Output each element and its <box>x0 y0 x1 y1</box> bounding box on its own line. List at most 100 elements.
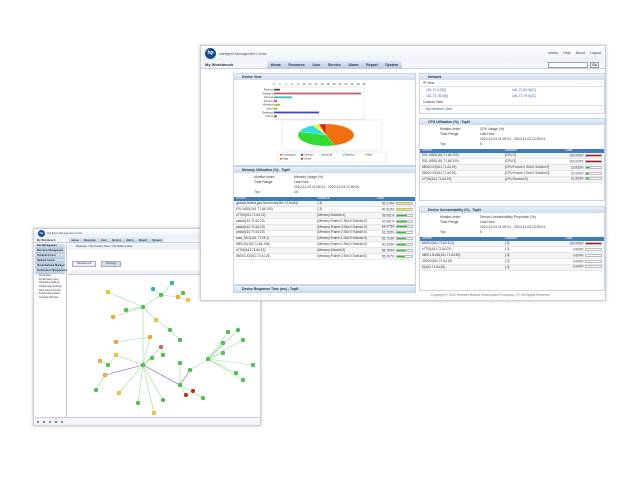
device-node-icon[interactable] <box>220 340 226 346</box>
device-node-icon[interactable] <box>240 337 246 343</box>
table-row[interactable]: pasta(161.71.64.23) [Memory:Frame:1 Slot:… <box>234 218 415 225</box>
sidebar-item[interactable]: Monitoring Settings <box>39 281 60 285</box>
device-node-icon[interactable] <box>140 362 146 368</box>
device-node-icon[interactable] <box>116 390 122 396</box>
bar-others[interactable] <box>274 115 277 118</box>
table-row[interactable]: i3(161.71.64.52) [-3] 0.000% <box>420 264 604 271</box>
device-node-icon[interactable] <box>158 344 164 350</box>
table-row[interactable]: pasta(161.71.64.23) [Memory:Frame:3 Slot:… <box>234 224 415 231</box>
table-row[interactable]: globalz.fedora.gov.3com.com(161.71.64.84… <box>234 201 415 208</box>
topology-link[interactable] <box>189 358 209 371</box>
device-node-icon[interactable] <box>150 286 156 292</box>
sidebar-group[interactable]: Performance Management <box>35 269 67 274</box>
table-row[interactable]: s7700(161.71.64.22) [Memory:Subslot:5] 56.… <box>234 247 415 255</box>
device-node-icon[interactable] <box>240 377 246 383</box>
device-node-icon[interactable] <box>135 400 141 406</box>
topology-link[interactable] <box>142 364 155 414</box>
device-node-icon[interactable] <box>147 334 153 340</box>
help-link[interactable]: Help <box>563 51 571 55</box>
bar-switches[interactable] <box>274 92 361 95</box>
device-node-icon[interactable] <box>153 317 159 323</box>
tab-network-list[interactable]: Network List <box>72 261 97 267</box>
sidebar-group[interactable]: Terminal Access <box>35 254 65 259</box>
table-row[interactable]: ESL-MDS(161.71.64.200) [CPU:2] 100.000% <box>420 153 604 160</box>
device-node-icon[interactable] <box>220 350 226 356</box>
sidebar-item[interactable]: Performance View <box>39 277 59 281</box>
device-node-icon[interactable] <box>190 388 196 394</box>
topology-link[interactable] <box>142 336 151 366</box>
topology-link[interactable] <box>125 306 144 311</box>
topology-link[interactable] <box>142 364 181 386</box>
device-node-icon[interactable] <box>123 307 129 313</box>
topology-link[interactable] <box>115 354 144 366</box>
device-node-icon[interactable] <box>151 410 157 416</box>
sidebar-group[interactable]: Resource Management <box>35 249 65 254</box>
alarm-icon[interactable] <box>55 420 57 423</box>
tab-service[interactable]: Service <box>327 63 341 67</box>
topology-link[interactable] <box>142 306 157 321</box>
device-node-icon[interactable] <box>177 382 183 388</box>
table-row[interactable]: 5500G-EI(161.71.64.24) [Memory:Frame:2 Sl… <box>234 253 415 261</box>
device-node-icon[interactable] <box>250 362 256 368</box>
topology-link[interactable] <box>207 358 254 366</box>
tab-user[interactable]: User <box>100 239 107 242</box>
topology-link[interactable] <box>142 294 162 308</box>
tab-home[interactable]: Home <box>71 239 79 242</box>
sidebar-item[interactable]: Quick Start <box>39 274 51 278</box>
table-row[interactable]: s7700(161.71.64.22) [-3] 0.000% <box>420 246 604 254</box>
logout-link[interactable]: Logout <box>590 51 601 55</box>
table-row[interactable]: 5500G-EI(161.71.64.24) [CPU:Frame:2 Slot:… <box>420 164 604 172</box>
ip-segment-link[interactable]: 161.71.0.0[3] <box>426 88 446 92</box>
table-row[interactable]: 5500G-EI(161.71.64.24) [CPU:Frame:1 Slot:… <box>420 170 604 177</box>
device-node-icon[interactable] <box>235 327 241 333</box>
tab-home[interactable]: Home <box>270 63 281 67</box>
table-row[interactable]: 4200G(161.71.64.42) [-3] 0.000% <box>420 258 604 265</box>
device-node-icon[interactable] <box>225 329 231 335</box>
device-node-icon[interactable] <box>160 352 166 358</box>
tab-alarm[interactable]: Alarm <box>348 63 359 67</box>
device-node-icon[interactable] <box>185 297 191 303</box>
device-node-icon[interactable] <box>105 362 111 368</box>
topology-link[interactable] <box>107 354 117 366</box>
device-node-icon[interactable] <box>233 370 239 376</box>
ip-segment-link[interactable]: 161.71.78.0[6] <box>426 93 448 98</box>
device-node-icon[interactable] <box>169 280 175 286</box>
device-node-icon[interactable] <box>113 352 119 358</box>
topology-link[interactable] <box>207 352 224 360</box>
device-node-icon[interactable] <box>177 337 183 343</box>
sidebar-item[interactable]: Global Index Settings <box>39 285 62 289</box>
device-node-icon[interactable] <box>102 372 108 378</box>
my-workbench-button[interactable]: My Workbench <box>37 239 56 242</box>
topology-link[interactable] <box>112 306 144 318</box>
device-node-icon[interactable] <box>140 304 146 310</box>
ip-segment-link[interactable]: 161.71.79.0[21] <box>512 93 536 98</box>
table-row[interactable]: NMSG(161.71.64.101) [-3] 100.000% <box>420 241 604 248</box>
table-row[interactable]: s7700(161.71.64.22) [Memory:Subslot:4] 68.… <box>234 212 415 220</box>
tab-system[interactable]: System <box>152 239 162 242</box>
sidebar-group[interactable]: Network Assets <box>35 259 65 264</box>
table-row[interactable]: ESL-MDS(161.71.64.200) [CPU:3] 100.000% <box>420 158 604 166</box>
tab-report[interactable]: Report <box>366 63 378 67</box>
table-row[interactable]: ESL-MDS(161.71.64.200) [-3] 90.523% <box>234 206 415 214</box>
device-node-icon[interactable] <box>167 327 173 333</box>
device-node-icon[interactable] <box>97 358 103 364</box>
sidebar-group[interactable]: Virtual Network Manager <box>35 264 65 269</box>
sidebar-item[interactable]: Performance Option <box>39 292 61 296</box>
device-node-icon[interactable] <box>110 314 116 320</box>
table-row[interactable]: pasta(161.71.64.23) [Memory:Frame:2 Slot:… <box>234 230 415 237</box>
bar-wireless[interactable] <box>274 104 280 106</box>
alarm-icon[interactable] <box>61 420 63 423</box>
device-node-icon[interactable] <box>205 356 211 362</box>
tab-report[interactable]: Report <box>138 239 148 242</box>
sidebar-item[interactable]: Data Source & Tools <box>39 288 61 292</box>
topology-link[interactable] <box>104 364 144 376</box>
device-node-icon[interactable] <box>200 395 206 401</box>
tab-user[interactable]: User <box>312 63 321 67</box>
topology-link[interactable] <box>160 294 179 298</box>
alarm-icon[interactable] <box>43 420 45 423</box>
tab-service[interactable]: Service <box>111 239 122 242</box>
topology-link[interactable] <box>107 291 144 308</box>
topology-link[interactable] <box>179 369 191 386</box>
device-node-icon[interactable] <box>158 292 164 298</box>
ip-segment-link[interactable]: 161.71.64.0[47] <box>512 88 536 92</box>
